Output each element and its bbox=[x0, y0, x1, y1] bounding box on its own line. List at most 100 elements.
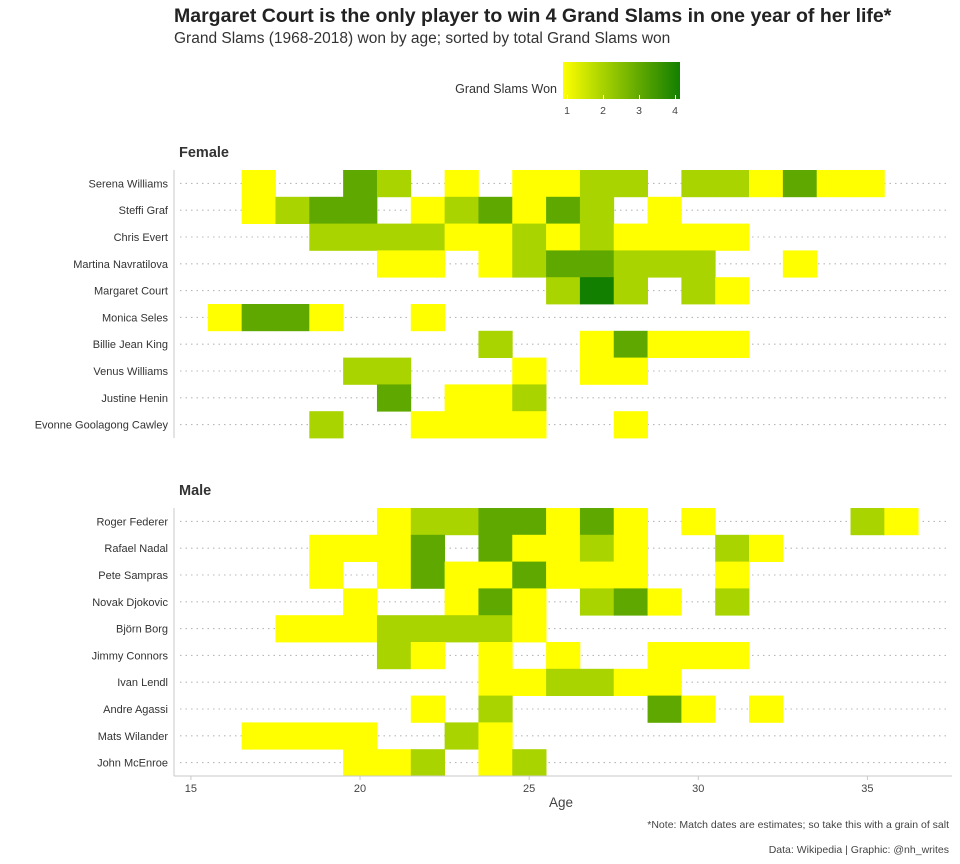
heat-cell bbox=[715, 170, 750, 198]
heat-cell bbox=[512, 250, 547, 278]
heat-cell bbox=[512, 668, 547, 696]
heat-cell bbox=[613, 277, 648, 305]
heat-cell bbox=[478, 250, 513, 278]
heat-cell bbox=[647, 196, 682, 224]
heat-cell bbox=[715, 561, 750, 589]
heat-cell bbox=[579, 250, 615, 278]
heat-cell bbox=[410, 642, 446, 670]
heat-cell bbox=[613, 561, 648, 589]
heat-cell bbox=[444, 508, 479, 536]
heat-cell bbox=[444, 561, 479, 589]
heat-cell bbox=[410, 561, 446, 589]
heat-cell bbox=[478, 534, 513, 562]
heat-cell bbox=[681, 170, 716, 198]
heat-cell bbox=[410, 695, 446, 723]
heat-cell bbox=[579, 170, 615, 198]
heat-cell bbox=[241, 170, 276, 198]
heat-cell bbox=[309, 534, 344, 562]
heat-cell bbox=[309, 411, 344, 439]
heat-cell bbox=[207, 304, 243, 332]
facet-title-male: Male bbox=[179, 483, 212, 499]
heat-cell bbox=[647, 695, 682, 723]
heat-cell bbox=[478, 384, 513, 412]
heat-cell bbox=[343, 223, 378, 251]
heat-cell bbox=[647, 668, 682, 696]
heat-cell bbox=[613, 411, 648, 439]
heat-cell bbox=[613, 250, 648, 278]
caption-note: *Note: Match dates are estimates; so tak… bbox=[647, 819, 949, 831]
legend-tickmark bbox=[675, 95, 676, 99]
heat-cell bbox=[512, 196, 547, 224]
heat-cell bbox=[512, 534, 547, 562]
heat-cell bbox=[478, 615, 513, 643]
heat-cell bbox=[715, 330, 750, 358]
heat-cell bbox=[613, 588, 648, 616]
heat-cell bbox=[681, 695, 716, 723]
heat-cell bbox=[715, 534, 750, 562]
y-tick-label: Justine Henin bbox=[101, 393, 168, 405]
legend-tickmark bbox=[639, 95, 640, 99]
heat-cell bbox=[647, 330, 682, 358]
legend-tick-3: 3 bbox=[636, 105, 642, 117]
y-tick-label: Venus Williams bbox=[93, 366, 168, 378]
heat-cell bbox=[579, 588, 615, 616]
heat-cell bbox=[613, 508, 648, 536]
heat-cell bbox=[613, 357, 648, 385]
heat-cell bbox=[613, 170, 648, 198]
y-tick-label: Monica Seles bbox=[102, 312, 169, 324]
heat-cell bbox=[376, 561, 412, 589]
heat-cell bbox=[275, 304, 310, 332]
heat-cell bbox=[546, 196, 581, 224]
heat-cell bbox=[681, 508, 716, 536]
heat-cell bbox=[478, 196, 513, 224]
heat-cell bbox=[410, 223, 446, 251]
y-tick-label: Roger Federer bbox=[96, 516, 168, 528]
heat-cell bbox=[749, 534, 784, 562]
heat-cell bbox=[444, 223, 479, 251]
heat-cell bbox=[579, 357, 615, 385]
heat-cell bbox=[782, 250, 818, 278]
heat-cell bbox=[647, 250, 682, 278]
heat-cell bbox=[546, 250, 581, 278]
heat-cell bbox=[579, 561, 615, 589]
heat-cell bbox=[275, 615, 310, 643]
heat-cell bbox=[241, 304, 276, 332]
heat-cell bbox=[512, 170, 547, 198]
heat-cell bbox=[579, 668, 615, 696]
heat-cell bbox=[376, 250, 412, 278]
heat-cell bbox=[478, 695, 513, 723]
heat-cell bbox=[613, 223, 648, 251]
heat-cell bbox=[376, 170, 412, 198]
heat-cell bbox=[613, 534, 648, 562]
heat-cell bbox=[343, 357, 378, 385]
heat-cell bbox=[478, 411, 513, 439]
heat-cell bbox=[546, 277, 581, 305]
heat-cell bbox=[309, 722, 344, 750]
heat-cell bbox=[410, 749, 446, 777]
heat-cell bbox=[444, 384, 479, 412]
heat-cell bbox=[546, 508, 581, 536]
heat-cell bbox=[512, 615, 547, 643]
y-tick-label: Ivan Lendl bbox=[117, 677, 168, 689]
heat-cell bbox=[613, 668, 648, 696]
heat-cell bbox=[343, 615, 378, 643]
y-tick-label: John McEnroe bbox=[97, 758, 168, 770]
y-tick-label: Margaret Court bbox=[94, 286, 168, 298]
heat-cell bbox=[478, 588, 513, 616]
heat-cell bbox=[309, 561, 344, 589]
heat-cell bbox=[850, 170, 885, 198]
heat-cell bbox=[681, 277, 716, 305]
heat-cell bbox=[546, 668, 581, 696]
heat-cell bbox=[410, 615, 446, 643]
y-tick-label: Pete Sampras bbox=[98, 570, 168, 582]
heat-cell bbox=[715, 642, 750, 670]
heat-cell bbox=[343, 749, 378, 777]
heat-cell bbox=[478, 749, 513, 777]
heat-cell bbox=[478, 330, 513, 358]
heat-cell bbox=[512, 508, 547, 536]
heat-cell bbox=[410, 534, 446, 562]
heat-cell bbox=[613, 330, 648, 358]
heat-cell bbox=[309, 223, 344, 251]
heat-cell bbox=[478, 223, 513, 251]
